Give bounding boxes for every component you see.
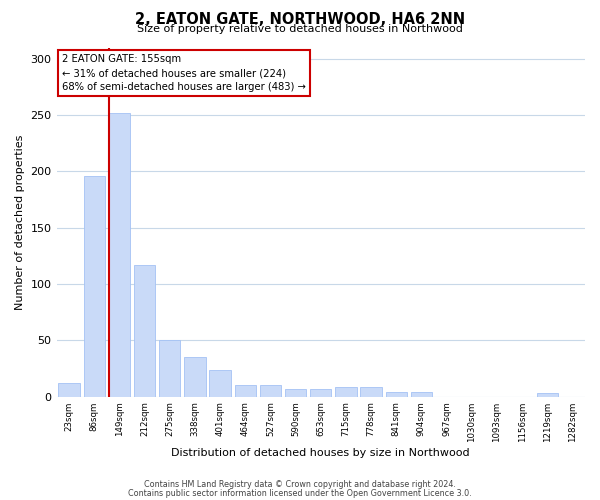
Bar: [109, 113, 130, 397]
Y-axis label: Number of detached properties: Number of detached properties: [15, 134, 25, 310]
Bar: [58, 383, 80, 396]
Bar: [83, 176, 105, 396]
Bar: [335, 386, 356, 396]
Bar: [209, 370, 231, 396]
Text: Size of property relative to detached houses in Northwood: Size of property relative to detached ho…: [137, 24, 463, 34]
Text: 2, EATON GATE, NORTHWOOD, HA6 2NN: 2, EATON GATE, NORTHWOOD, HA6 2NN: [135, 12, 465, 28]
Bar: [310, 389, 331, 396]
Text: 2 EATON GATE: 155sqm
← 31% of detached houses are smaller (224)
68% of semi-deta: 2 EATON GATE: 155sqm ← 31% of detached h…: [62, 54, 306, 92]
X-axis label: Distribution of detached houses by size in Northwood: Distribution of detached houses by size …: [172, 448, 470, 458]
Bar: [411, 392, 432, 396]
Bar: [260, 386, 281, 396]
Bar: [536, 394, 558, 396]
Bar: [235, 386, 256, 396]
Text: Contains public sector information licensed under the Open Government Licence 3.: Contains public sector information licen…: [128, 488, 472, 498]
Bar: [361, 386, 382, 396]
Bar: [285, 389, 307, 396]
Bar: [159, 340, 181, 396]
Bar: [386, 392, 407, 396]
Text: Contains HM Land Registry data © Crown copyright and database right 2024.: Contains HM Land Registry data © Crown c…: [144, 480, 456, 489]
Bar: [134, 265, 155, 396]
Bar: [184, 358, 206, 397]
